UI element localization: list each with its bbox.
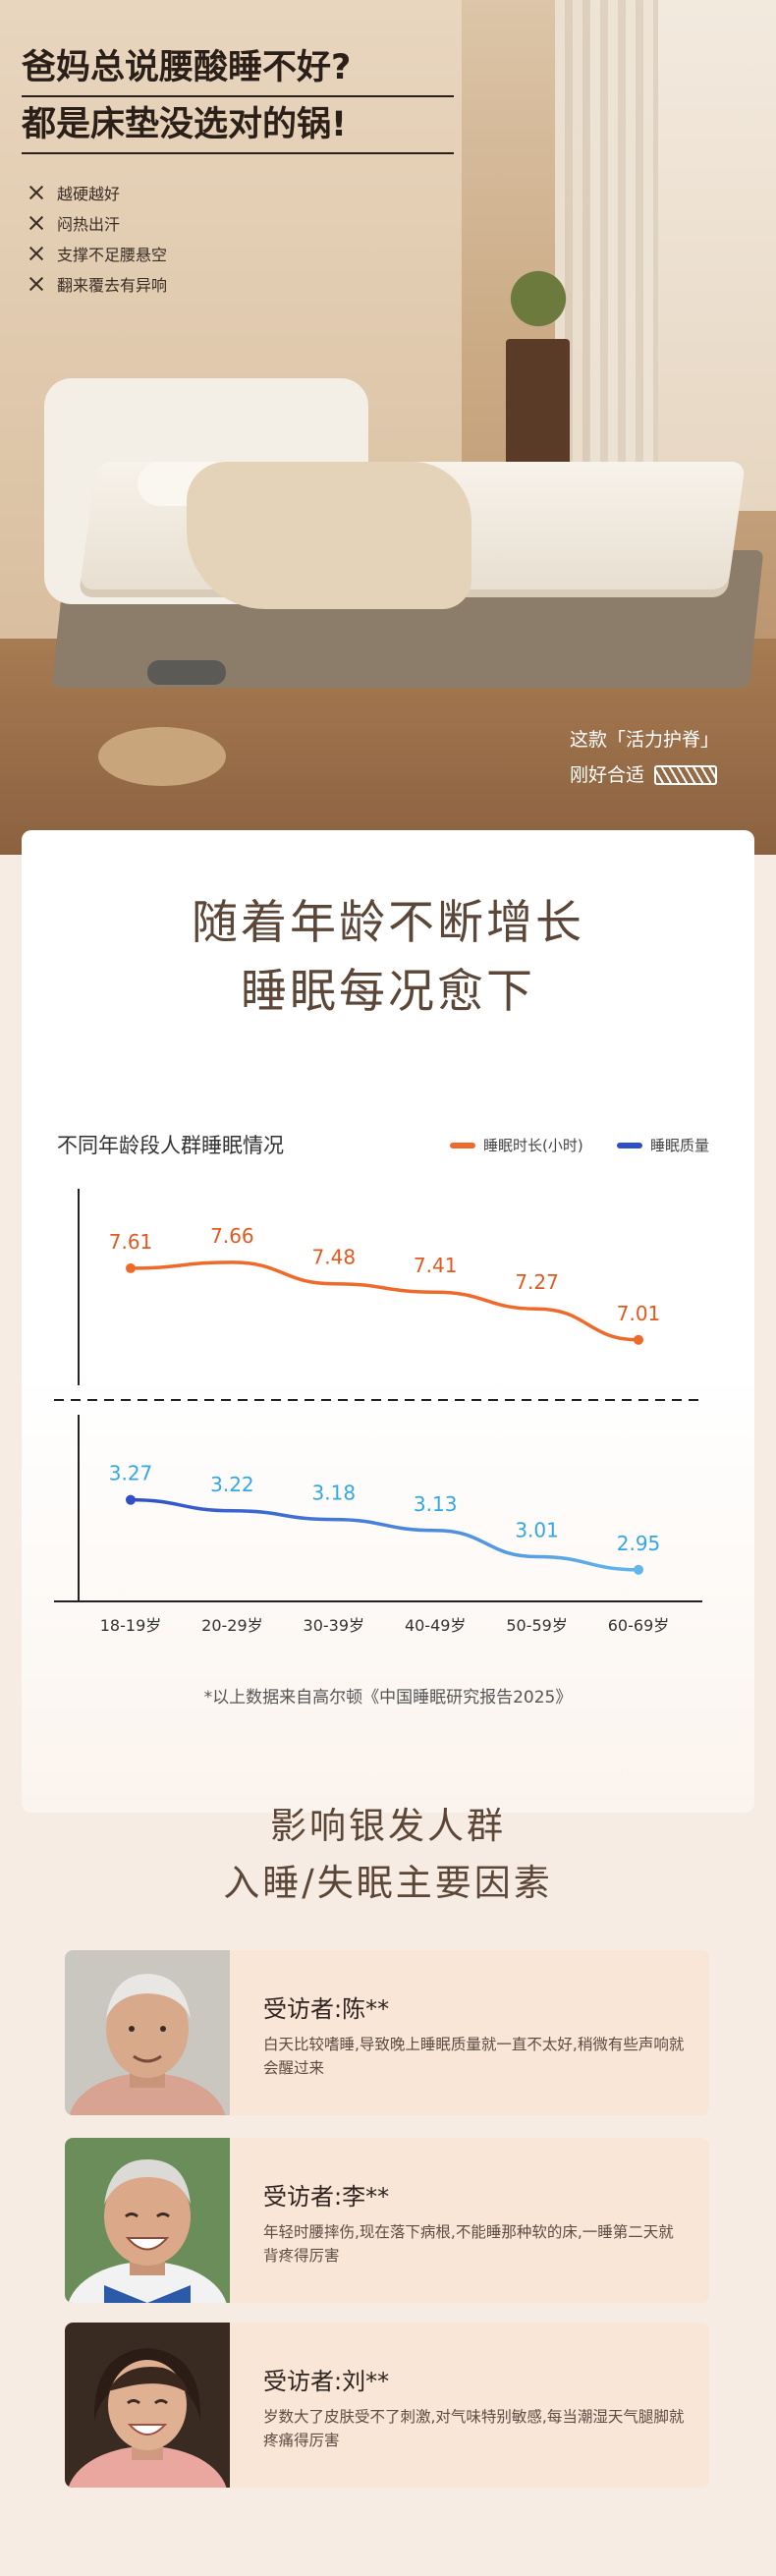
chart-caption: 不同年龄段人群睡眠情况 [57, 1134, 284, 1157]
factors-heading-line2: 入睡/失眠主要因素 [223, 1862, 553, 1904]
product-tag-line2: 刚好合适 [570, 764, 645, 786]
factors-heading: 影响银发人群 入睡/失眠主要因素 [0, 1798, 776, 1912]
avatar [65, 2323, 230, 2488]
data-label: 3.13 [414, 1492, 458, 1516]
interviewee-name: 受访者:李** [263, 2183, 390, 2211]
data-label: 7.01 [617, 1302, 661, 1325]
cross-icon [29, 216, 43, 230]
problem-item: 闷热出汗 [29, 207, 167, 238]
interview-card: 受访者:陈** 白天比较嗜睡,导致晚上睡眠质量就一直不太好,稍微有些声响就会醒过… [65, 1950, 709, 2115]
data-label: 2.95 [617, 1532, 661, 1555]
sleep-chart: 7.61 7.66 7.48 7.41 7.27 7.01 3.27 3.22 3.18 3.13… [54, 1189, 702, 1635]
data-point [126, 1494, 136, 1505]
product-tag-line1: 这款「活力护脊」 [570, 729, 720, 751]
data-label: 3.01 [515, 1518, 559, 1541]
problem-item: 越硬越好 [29, 177, 167, 207]
problem-item: 翻来覆去有异响 [29, 268, 167, 299]
sleep-heading-line1: 随着年龄不断增长 [192, 896, 584, 950]
series-line-duration [129, 1260, 640, 1342]
data-label: 3.18 [312, 1482, 357, 1505]
legend-item-duration: 睡眠时长(小时) [450, 1135, 583, 1155]
hero-plant [509, 246, 568, 334]
problem-list: 越硬越好 闷热出汗 支撑不足腰悬空 翻来覆去有异响 [29, 177, 167, 299]
data-label: 7.61 [109, 1230, 153, 1254]
avatar-elder-man-icon [65, 1950, 230, 2115]
avatar [65, 1950, 230, 2115]
problem-label: 翻来覆去有异响 [57, 275, 168, 295]
hero-title: 爸妈总说腰酸睡不好? 都是床垫没选对的锅! [22, 39, 351, 153]
cross-icon [29, 186, 43, 199]
hero-slippers [147, 660, 226, 685]
hero-title-line1: 爸妈总说腰酸睡不好? [22, 48, 352, 87]
hero-banner: 爸妈总说腰酸睡不好? 都是床垫没选对的锅! 越硬越好 闷热出汗 支撑不足腰悬空 … [0, 0, 776, 855]
data-label: 7.66 [210, 1224, 254, 1248]
title-divider [22, 95, 454, 97]
problem-label: 闷热出汗 [57, 214, 121, 234]
sleep-heading: 随着年龄不断增长 睡眠每况愈下 [0, 889, 776, 1027]
legend-item-quality: 睡眠质量 [617, 1135, 709, 1155]
hero-blanket [187, 462, 471, 609]
interviewee-quote: 岁数大了皮肤受不了刺激,对气味特别敏感,每当潮湿天气腿脚就疼痛得厉害 [263, 2408, 685, 2449]
x-tick-label: 18-19岁 [100, 1616, 162, 1635]
cross-icon [29, 247, 43, 260]
avatar [65, 2138, 230, 2303]
data-label: 7.27 [515, 1270, 559, 1294]
interview-card: 受访者:李** 年轻时腰摔伤,现在落下病根,不能睡那种软的床,一睡第二天就背疼得… [65, 2138, 709, 2303]
x-tick-label: 20-29岁 [201, 1616, 263, 1635]
problem-label: 支撑不足腰悬空 [57, 245, 168, 264]
cross-icon [29, 277, 43, 291]
interviewee-name: 受访者:刘** [263, 2368, 390, 2395]
hero-rug [98, 727, 226, 786]
product-tag: 这款「活力护脊」 刚好合适 [570, 722, 719, 793]
x-tick-label: 30-39岁 [304, 1616, 365, 1635]
data-label: 3.27 [109, 1462, 153, 1485]
x-tick-label: 40-49岁 [405, 1616, 467, 1635]
legend-label-duration: 睡眠时长(小时) [483, 1137, 583, 1154]
source-note: *以上数据来自高尔顿《中国睡眠研究报告2025》 [203, 1688, 573, 1708]
data-label: 3.22 [210, 1473, 254, 1496]
avatar-elder-woman-icon [65, 2323, 230, 2488]
interviewee-quote: 白天比较嗜睡,导致晚上睡眠质量就一直不太好,稍微有些声响就会醒过来 [263, 2036, 685, 2077]
interview-card: 受访者:刘** 岁数大了皮肤受不了刺激,对气味特别敏感,每当潮湿天气腿脚就疼痛得… [65, 2323, 709, 2488]
problem-label: 越硬越好 [57, 184, 121, 203]
x-tick-label: 50-59岁 [506, 1616, 568, 1635]
title-divider [22, 152, 454, 154]
problem-item: 支撑不足腰悬空 [29, 238, 167, 268]
data-point [634, 1334, 643, 1345]
hero-plant-stand [506, 339, 570, 476]
interviewee-name: 受访者:陈** [263, 1995, 390, 2023]
legend-swatch-duration [450, 1142, 475, 1148]
sleep-heading-line2: 睡眠每况愈下 [241, 965, 535, 1019]
data-point [126, 1262, 136, 1273]
data-label: 7.48 [312, 1246, 357, 1269]
x-tick-label: 60-69岁 [608, 1616, 670, 1635]
hero-title-line2: 都是床垫没选对的锅! [22, 105, 347, 144]
sleep-card [22, 830, 754, 1813]
data-point [634, 1564, 643, 1575]
series-line-quality [129, 1497, 640, 1572]
hero-curtain [555, 0, 658, 550]
data-label: 7.41 [414, 1254, 458, 1277]
legend-swatch-quality [617, 1142, 642, 1148]
legend-label-quality: 睡眠质量 [650, 1137, 710, 1154]
avatar-elder-man-icon [65, 2138, 230, 2303]
mattress-icon [654, 765, 718, 785]
factors-heading-line1: 影响银发人群 [270, 1805, 506, 1847]
interviewee-quote: 年轻时腰摔伤,现在落下病根,不能睡那种软的床,一睡第二天就背疼得厉害 [263, 2223, 674, 2265]
product-tag-line2-row: 刚好合适 [570, 757, 719, 793]
